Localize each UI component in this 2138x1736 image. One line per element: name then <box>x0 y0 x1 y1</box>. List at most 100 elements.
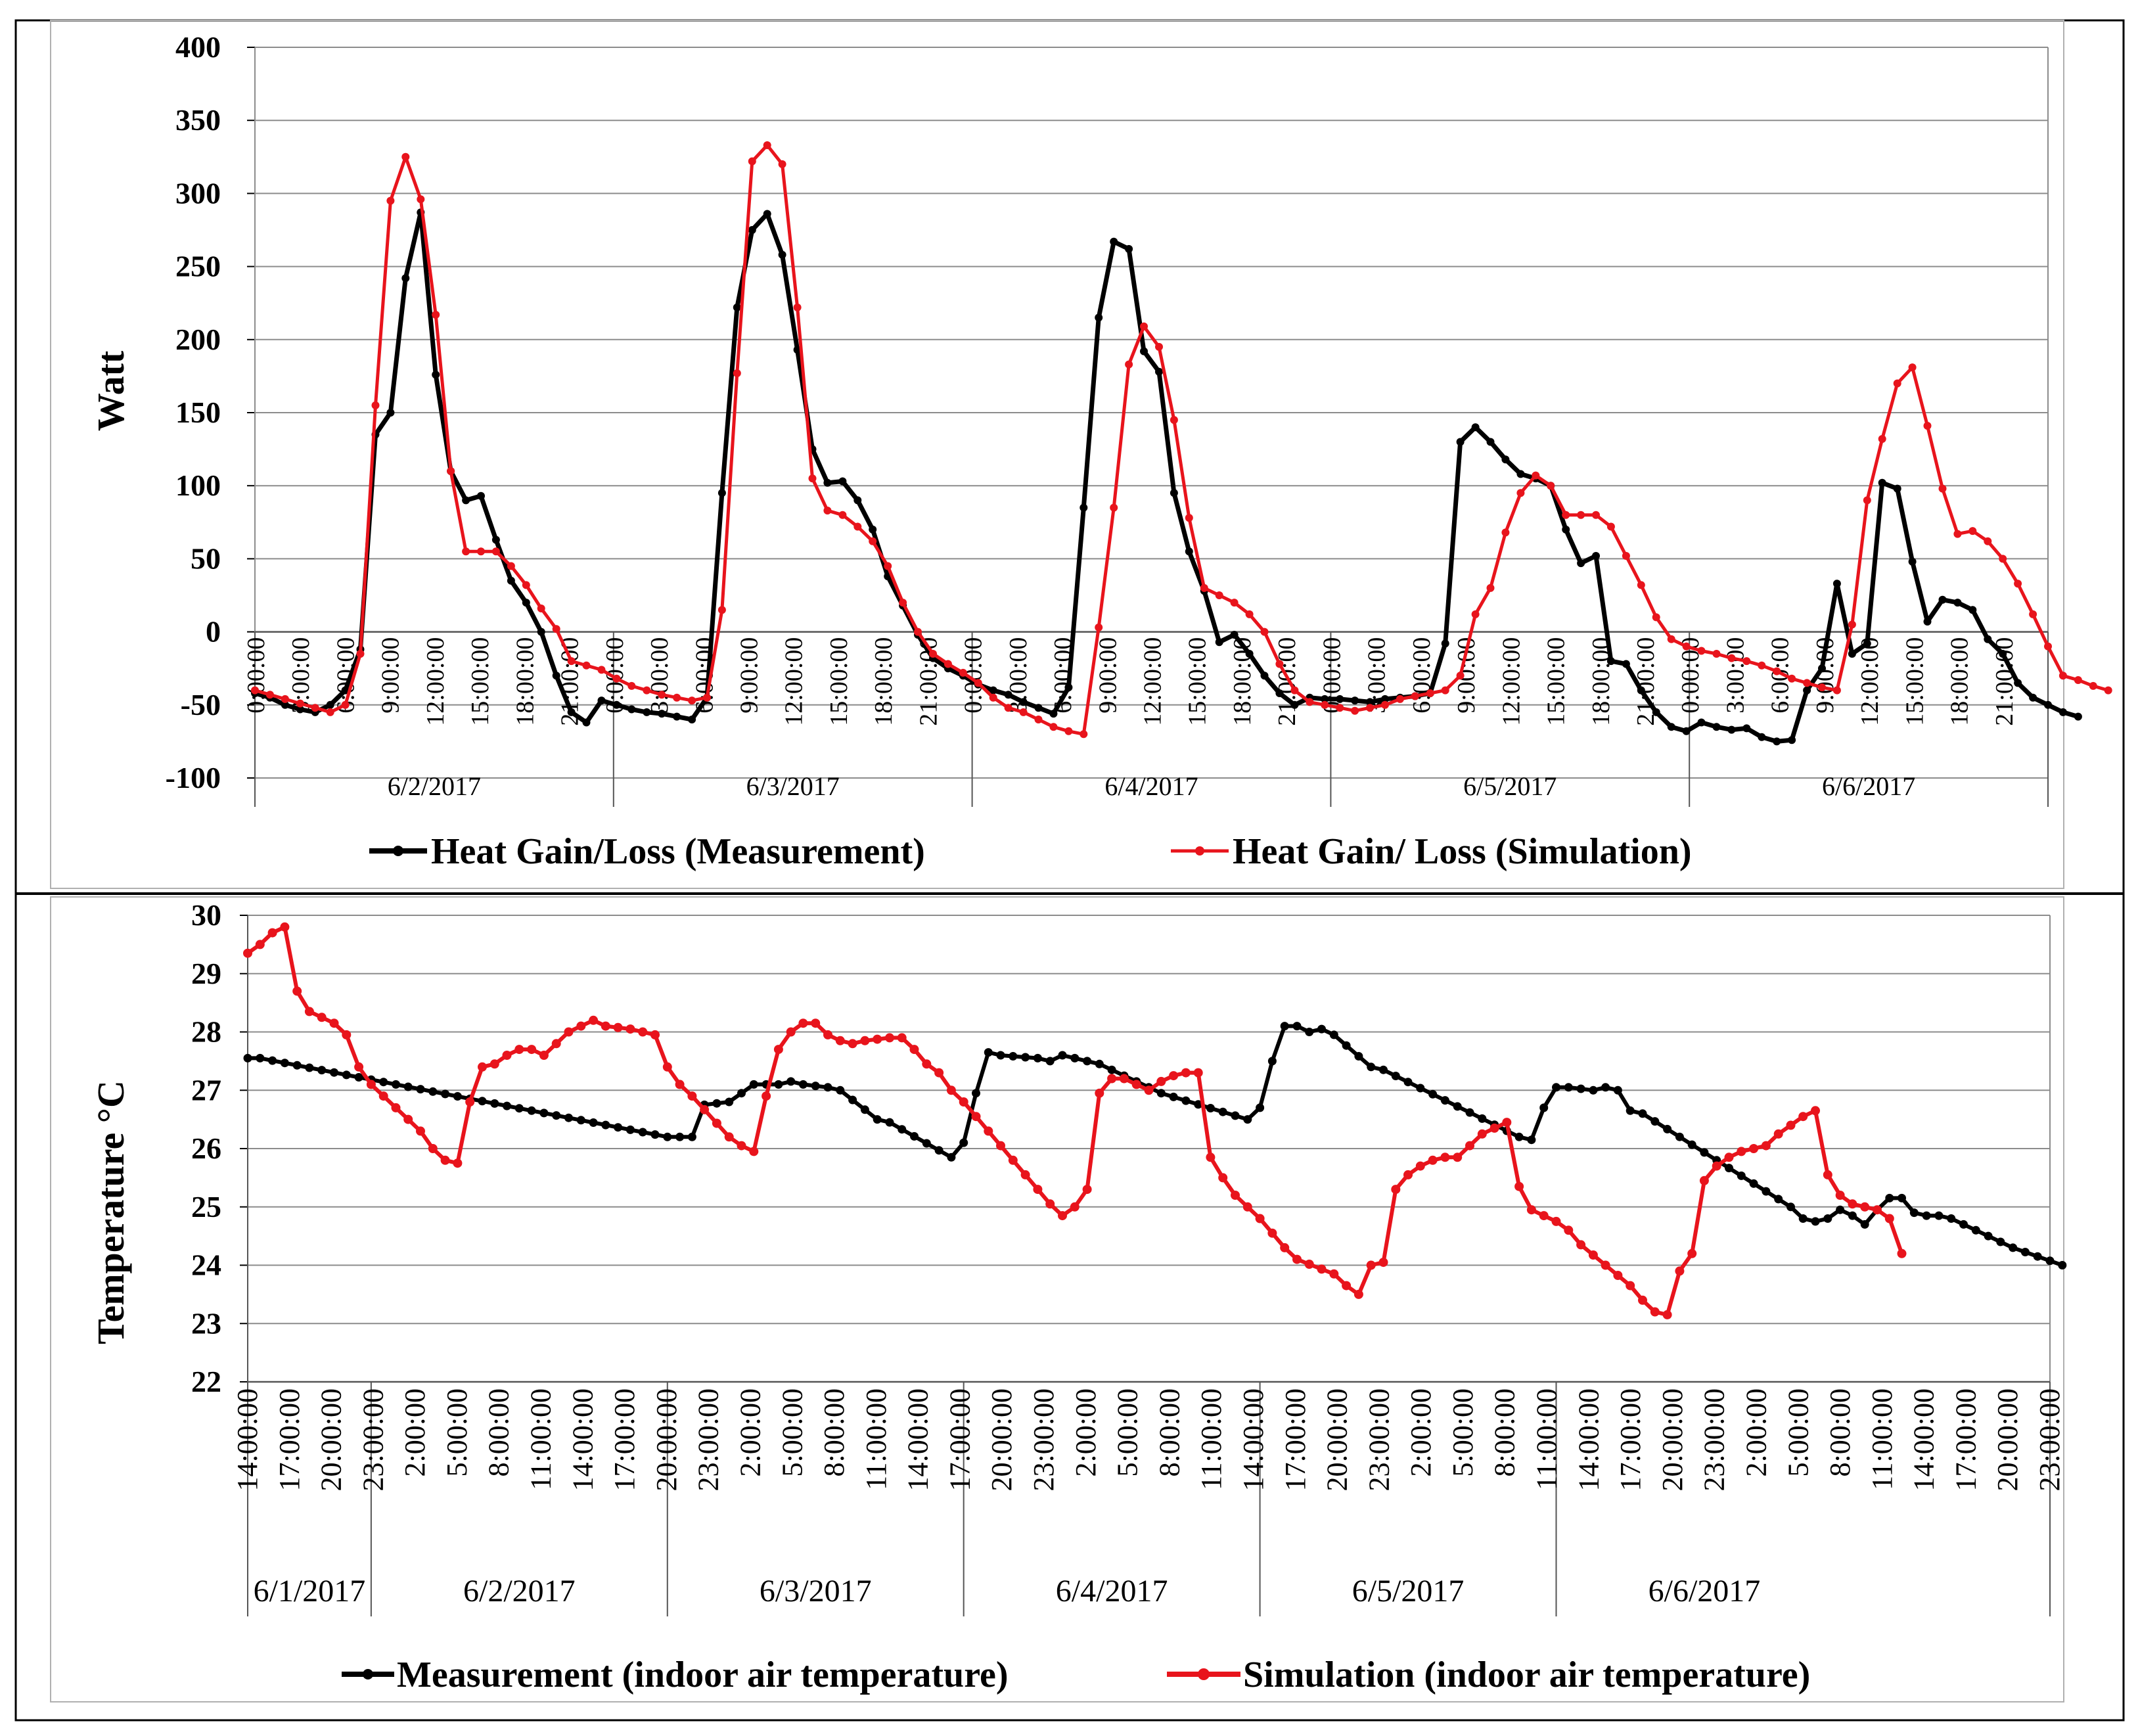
chart1-point-simulation <box>1953 530 1962 538</box>
chart1-point-simulation <box>2104 686 2112 695</box>
chart1-point-measurement <box>1938 595 1947 604</box>
chart1-day-label: 6/5/2017 <box>1463 771 1557 801</box>
chart2-point-simulation <box>304 1007 314 1016</box>
chart2-point-measurement <box>898 1125 907 1134</box>
chart2-x-tick-label: 8:00:00 <box>1824 1388 1856 1476</box>
chart2-x-tick-label: 8:00:00 <box>818 1388 850 1476</box>
chart2-y-tick-label: 25 <box>191 1190 221 1223</box>
chart1-point-simulation <box>884 562 892 570</box>
chart2-point-simulation <box>1724 1153 1734 1162</box>
chart1-point-measurement <box>1064 683 1073 692</box>
chart2-day-label: 6/4/2017 <box>1056 1574 1168 1609</box>
chart1-point-measurement <box>1758 733 1766 741</box>
chart2-point-simulation <box>687 1091 697 1101</box>
chart1-point-measurement <box>1080 503 1088 512</box>
chart2-x-tick-label: 14:00:00 <box>231 1388 263 1491</box>
chart1-point-measurement <box>1336 695 1344 703</box>
chart1-point-simulation <box>1336 704 1344 712</box>
chart1-point-measurement <box>1742 724 1751 733</box>
chart2-point-measurement <box>625 1125 635 1134</box>
chart2-point-simulation <box>934 1068 944 1078</box>
chart1-point-simulation <box>1968 527 1977 536</box>
chart2-point-measurement <box>1836 1205 1845 1214</box>
chart1-y-tick-label: 250 <box>175 250 221 283</box>
chart2-point-simulation <box>971 1112 981 1122</box>
chart2-point-simulation <box>576 1021 586 1031</box>
chart1-point-measurement <box>1637 686 1645 695</box>
chart1-point-simulation <box>1245 610 1254 618</box>
chart1-point-simulation <box>507 562 515 570</box>
chart1-series-line-simulation <box>254 143 2109 736</box>
chart2-point-measurement <box>305 1063 314 1072</box>
chart2-x-tick-label: 11:00:00 <box>1195 1388 1227 1490</box>
chart1-point-measurement <box>1019 698 1028 706</box>
chart2-point-measurement <box>1626 1106 1635 1115</box>
chart2-point-simulation <box>1477 1129 1487 1139</box>
chart1-point-measurement <box>627 705 636 714</box>
chart2-point-measurement <box>317 1066 327 1075</box>
chart2-point-simulation <box>354 1062 364 1072</box>
chart2-point-measurement <box>1798 1214 1808 1223</box>
chart1-point-measurement <box>1606 657 1615 666</box>
chart2-day-label: 6/5/2017 <box>1352 1574 1465 1609</box>
chart2-legend: Measurement (indoor air temperature) Sim… <box>342 1655 1810 1695</box>
chart2-point-measurement <box>576 1116 585 1125</box>
chart1-point-simulation <box>2014 580 2022 588</box>
chart1-point-simulation <box>989 693 997 702</box>
chart2-point-simulation <box>1613 1271 1623 1280</box>
chart2-point-simulation <box>1231 1191 1240 1200</box>
chart1-point-simulation <box>1878 435 1886 443</box>
chart2-point-simulation <box>786 1027 796 1037</box>
chart1-point-simulation <box>717 606 726 614</box>
chart1-point-measurement <box>1095 313 1103 322</box>
chart2-point-simulation <box>1514 1181 1524 1191</box>
chart1-point-measurement <box>1878 478 1886 487</box>
chart1-point-simulation <box>838 511 847 519</box>
chart1-point-simulation <box>974 679 982 687</box>
chart1-x-tick-label: 0:00:00 <box>242 637 270 714</box>
chart2-x-tick-label: 5:00:00 <box>441 1388 473 1476</box>
chart2-point-measurement <box>1539 1103 1549 1112</box>
chart2-point-simulation <box>1453 1153 1463 1162</box>
chart2-point-simulation <box>1811 1106 1820 1116</box>
chart2-x-tick-label: 14:00:00 <box>566 1388 599 1491</box>
chart1-x-tick-label: 15:00:00 <box>466 637 494 726</box>
chart1-point-measurement <box>582 718 591 727</box>
chart1-point-simulation <box>1411 692 1419 700</box>
chart1-point-measurement <box>1275 689 1284 697</box>
chart1-point-simulation <box>1381 700 1389 709</box>
chart2-point-simulation <box>1737 1147 1746 1156</box>
chart2-point-simulation <box>317 1013 327 1022</box>
chart2-point-measurement <box>1292 1022 1302 1031</box>
chart1-point-measurement <box>1110 237 1118 246</box>
chart2-point-measurement <box>959 1138 968 1147</box>
chart1-point-simulation <box>673 693 681 702</box>
chart1-x-tick-labels: 0:00:00 3:00:00 6:00:00 9:00:00 12:00:00 15:0… <box>242 637 2018 726</box>
legend2-simulation-marker <box>1198 1668 1210 1680</box>
chart1-y-tick-label: 150 <box>175 396 221 429</box>
chart2-point-measurement <box>1416 1084 1425 1093</box>
chart1-point-simulation <box>417 195 425 204</box>
chart2-point-simulation <box>1082 1185 1092 1195</box>
chart1-point-simulation <box>2029 610 2037 618</box>
chart1-point-measurement <box>1652 708 1660 716</box>
legend-simulation-marker <box>1195 846 1204 856</box>
chart1-legend-measurement: Heat Gain/Loss (Measurement) <box>369 831 925 872</box>
chart2-point-measurement <box>1922 1211 1931 1220</box>
chart1-x-tick-label: 3:00:00 <box>1721 637 1749 714</box>
chart2-point-measurement <box>539 1108 549 1118</box>
chart1-point-measurement <box>763 210 771 218</box>
chart2-point-measurement <box>1465 1108 1474 1117</box>
chart2-point-simulation <box>762 1091 771 1101</box>
chart1-point-measurement <box>1773 737 1781 746</box>
chart2-series <box>243 922 2067 1319</box>
chart1-point-simulation <box>1622 552 1630 560</box>
chart2-point-measurement <box>774 1080 783 1089</box>
chart2-point-simulation <box>514 1045 524 1055</box>
chart2-x-tick-label: 20:00:00 <box>1321 1388 1353 1491</box>
chart1-point-measurement <box>1501 455 1510 464</box>
chart2-point-simulation <box>1564 1225 1574 1235</box>
chart2-point-simulation <box>1169 1071 1179 1081</box>
chart2-point-simulation <box>1626 1281 1635 1291</box>
chart2-point-simulation <box>1650 1307 1660 1317</box>
